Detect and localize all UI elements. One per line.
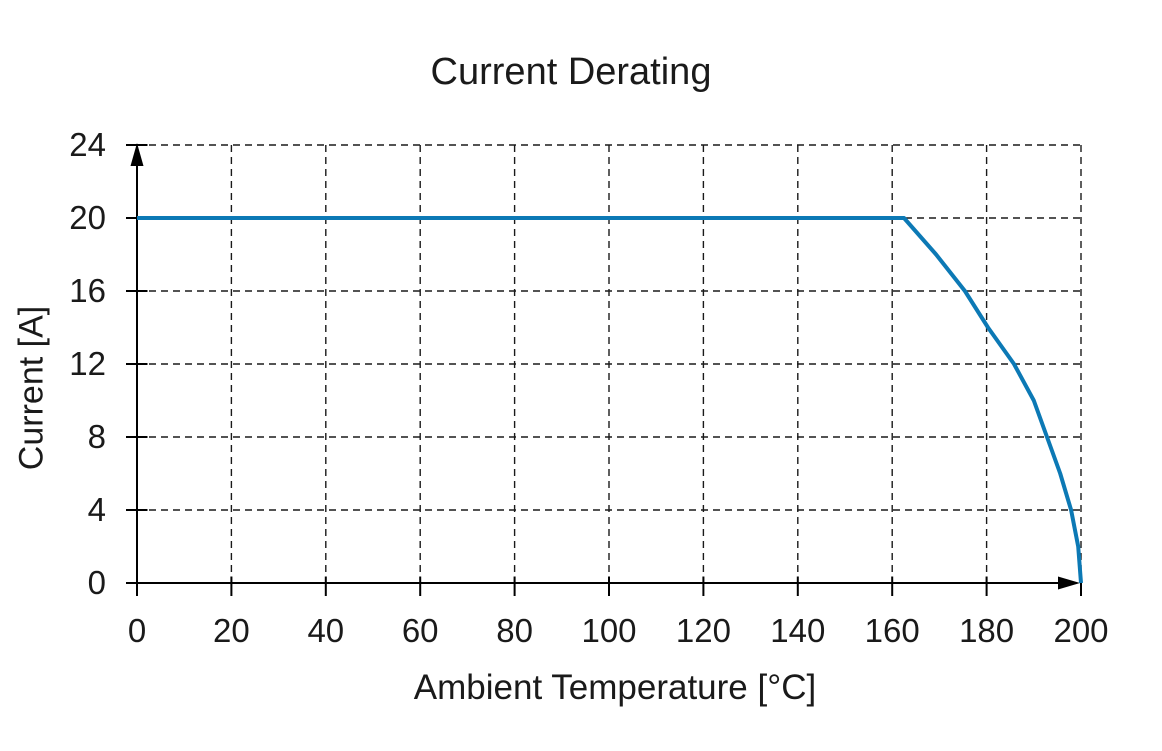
y-tick-labels: 0 4 8 12 16 20 24 <box>69 126 106 601</box>
x-tick-label: 120 <box>676 612 731 649</box>
y-axis-arrow <box>130 143 144 166</box>
tick-marks <box>126 144 1082 596</box>
gridlines <box>137 144 1082 583</box>
y-tick-label: 16 <box>69 272 106 309</box>
y-tick-label: 12 <box>69 345 106 382</box>
axes <box>126 143 1080 596</box>
y-tick-label: 4 <box>88 491 106 528</box>
y-tick-label: 8 <box>88 418 106 455</box>
y-axis-label: Current [A] <box>12 305 51 471</box>
x-tick-labels: 0 20 40 60 80 100 120 140 160 180 200 <box>128 612 1109 649</box>
x-tick-label: 40 <box>307 612 344 649</box>
y-tick-label: 0 <box>88 564 106 601</box>
x-tick-label: 20 <box>213 612 250 649</box>
x-axis-arrow <box>1058 576 1080 590</box>
x-tick-label: 200 <box>1053 612 1108 649</box>
current-derating-curve <box>137 216 1083 584</box>
x-tick-label: 0 <box>128 612 146 649</box>
y-tick-label: 24 <box>69 126 106 163</box>
x-tick-label: 80 <box>496 612 533 649</box>
x-tick-label: 140 <box>770 612 825 649</box>
chart-title: Current Derating <box>430 51 712 93</box>
x-tick-label: 180 <box>959 612 1014 649</box>
x-tick-label: 160 <box>865 612 920 649</box>
y-tick-label: 20 <box>69 199 106 236</box>
derating-curve <box>137 216 1083 584</box>
x-axis-label: Ambient Temperature [°C] <box>413 668 817 707</box>
x-tick-label: 60 <box>402 612 439 649</box>
x-tick-label: 100 <box>581 612 636 649</box>
